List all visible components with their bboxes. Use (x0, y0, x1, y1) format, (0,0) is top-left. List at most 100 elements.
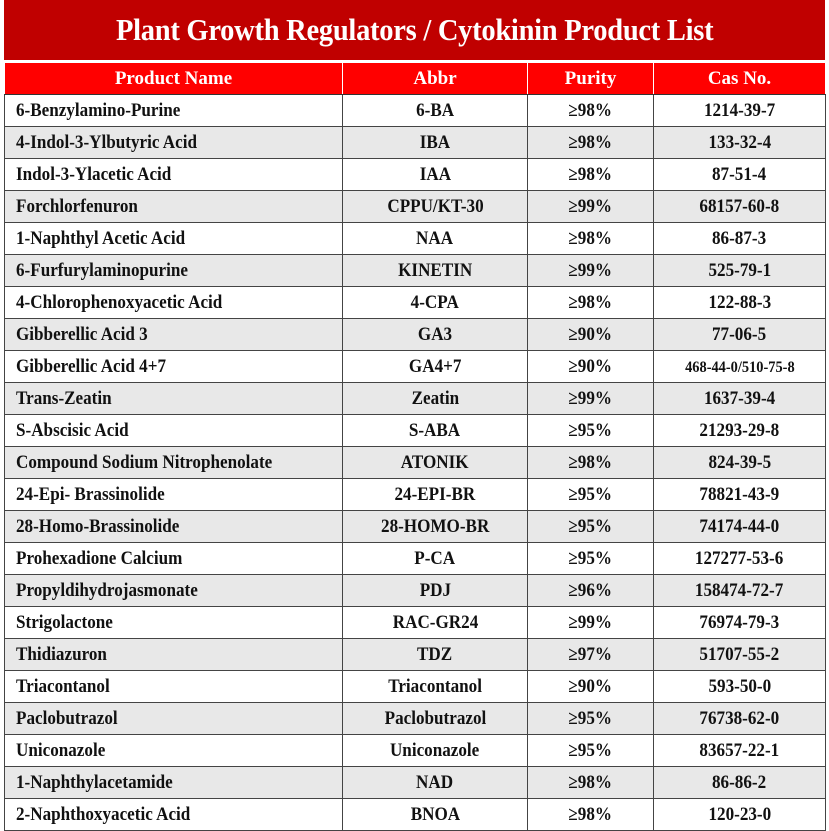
purity-cell: ≥95% (527, 478, 654, 511)
abbr-cell-text: S-ABA (409, 419, 461, 441)
purity-cell-text: ≥98% (568, 803, 613, 825)
table-row: Paclobutrazol Paclobutrazol ≥95% 76738-62-0 (4, 702, 826, 735)
cas-cell-text: 86-86-2 (712, 771, 767, 793)
product-name-cell: 4-Indol-3-Ylbutyric Acid (4, 126, 343, 159)
product-name-cell: Forchlorfenuron (4, 190, 343, 223)
product-table: Product Name Abbr Purity Cas No. 6-Benzy… (4, 62, 826, 831)
product-name-cell: Compound Sodium Nitrophenolate (4, 446, 343, 479)
abbr-cell-text: Triacontanol (388, 675, 482, 697)
purity-cell: ≥95% (527, 414, 654, 447)
product-name-cell: 1-Naphthylacetamide (4, 766, 343, 799)
abbr-cell-text: IBA (419, 131, 451, 153)
cas-cell-text: 51707-55-2 (699, 643, 780, 665)
table-row: Gibberellic Acid 3 GA3 ≥90% 77-06-5 (4, 318, 826, 351)
abbr-cell-text: NAD (416, 771, 454, 793)
cas-cell: 76974-79-3 (653, 606, 826, 639)
abbr-cell: 4-CPA (342, 286, 528, 319)
purity-cell: ≥98% (527, 446, 654, 479)
product-name-cell: 24-Epi- Brassinolide (4, 478, 343, 511)
product-name-cell-text: 1-Naphthylacetamide (16, 771, 173, 793)
purity-cell-text: ≥98% (568, 99, 613, 121)
cas-cell-text: 525-79-1 (708, 259, 771, 281)
abbr-cell: P-CA (342, 542, 528, 575)
cas-cell: 120-23-0 (653, 798, 826, 831)
cas-cell-text: 21293-29-8 (699, 419, 780, 441)
cas-cell: 525-79-1 (653, 254, 826, 287)
abbr-cell: 24-EPI-BR (342, 478, 528, 511)
product-name-cell-text: Uniconazole (16, 739, 106, 761)
abbr-cell-text: NAA (416, 227, 454, 249)
title-text: Plant Growth Regulators / Cytokinin Prod… (115, 12, 714, 47)
abbr-cell-text: 6-BA (415, 99, 454, 121)
cas-cell: 78821-43-9 (653, 478, 826, 511)
product-name-cell: Trans-Zeatin (4, 382, 343, 415)
product-name-cell-text: 4-Indol-3-Ylbutyric Acid (16, 131, 197, 153)
product-name-cell: Uniconazole (4, 734, 343, 767)
abbr-cell-text: PDJ (419, 579, 451, 601)
cas-cell-text: 74174-44-0 (699, 515, 780, 537)
purity-cell: ≥98% (527, 158, 654, 191)
cas-cell-text: 122-88-3 (708, 291, 771, 313)
cas-cell: 122-88-3 (653, 286, 826, 319)
table-row: 24-Epi- Brassinolide 24-EPI-BR ≥95% 78821-4… (4, 478, 826, 511)
product-name-cell-text: Strigolactone (16, 611, 113, 633)
purity-cell: ≥99% (527, 254, 654, 287)
abbr-cell: Triacontanol (342, 670, 528, 703)
abbr-cell: BNOA (342, 798, 528, 831)
purity-cell-text: ≥95% (568, 483, 613, 505)
abbr-cell: IAA (342, 158, 528, 191)
purity-cell: ≥99% (527, 606, 654, 639)
purity-cell: ≥95% (527, 510, 654, 543)
purity-cell-text: ≥95% (568, 739, 613, 761)
cas-cell: 133-32-4 (653, 126, 826, 159)
abbr-cell: ATONIK (342, 446, 528, 479)
cas-cell-text: 83657-22-1 (699, 739, 780, 761)
product-name-cell: Prohexadione Calcium (4, 542, 343, 575)
table-row: S-Abscisic Acid S-ABA ≥95% 21293-29-8 (4, 414, 826, 447)
abbr-cell: RAC-GR24 (342, 606, 528, 639)
product-name-cell: Indol-3-Ylacetic Acid (4, 158, 343, 191)
product-name-cell-text: 4-Chlorophenoxyacetic Acid (16, 291, 223, 313)
abbr-cell: Paclobutrazol (342, 702, 528, 735)
abbr-cell: IBA (342, 126, 528, 159)
product-list: Plant Growth Regulators / Cytokinin Prod… (4, 0, 826, 831)
abbr-cell-text: GA3 (417, 323, 453, 345)
header-cas-no: Cas No. (653, 62, 826, 95)
purity-cell: ≥95% (527, 542, 654, 575)
purity-cell-text: ≥95% (568, 419, 613, 441)
purity-cell-text: ≥95% (568, 707, 613, 729)
product-name-cell: S-Abscisic Acid (4, 414, 343, 447)
cas-cell-text: 76974-79-3 (699, 611, 780, 633)
abbr-cell-text: 24-EPI-BR (394, 483, 476, 505)
table-row: 4-Indol-3-Ylbutyric Acid IBA ≥98% 133-32-4 (4, 126, 826, 159)
abbr-cell-text: Paclobutrazol (384, 707, 486, 729)
abbr-cell: NAD (342, 766, 528, 799)
product-name-cell-text: Gibberellic Acid 3 (16, 323, 148, 345)
purity-cell: ≥95% (527, 734, 654, 767)
page-title: Plant Growth Regulators / Cytokinin Prod… (4, 0, 825, 62)
purity-cell: ≥90% (527, 670, 654, 703)
cas-cell: 1214-39-7 (653, 94, 826, 127)
purity-cell: ≥98% (527, 94, 654, 127)
cas-cell: 127277-53-6 (653, 542, 826, 575)
cas-cell-text: 78821-43-9 (699, 483, 780, 505)
cas-cell-text: 120-23-0 (708, 803, 771, 825)
purity-cell: ≥96% (527, 574, 654, 607)
header-purity: Purity (527, 62, 654, 95)
cas-cell-text: 1637-39-4 (703, 387, 776, 409)
purity-cell-text: ≥90% (568, 355, 613, 377)
product-name-cell-text: Compound Sodium Nitrophenolate (16, 451, 273, 473)
purity-cell-text: ≥99% (568, 387, 613, 409)
purity-cell: ≥99% (527, 382, 654, 415)
purity-cell-text: ≥98% (568, 771, 613, 793)
product-name-cell-text: Forchlorfenuron (16, 195, 138, 217)
cas-cell-text: 86-87-3 (712, 227, 767, 249)
abbr-cell: KINETIN (342, 254, 528, 287)
product-name-cell: Triacontanol (4, 670, 343, 703)
abbr-cell-text: CPPU/KT-30 (386, 195, 484, 217)
cas-cell: 158474-72-7 (653, 574, 826, 607)
cas-cell-text: 127277-53-6 (695, 547, 784, 569)
product-name-cell-text: 6-Furfurylaminopurine (16, 259, 188, 281)
abbr-cell-text: Zeatin (411, 387, 459, 409)
abbr-cell-text: IAA (419, 163, 451, 185)
